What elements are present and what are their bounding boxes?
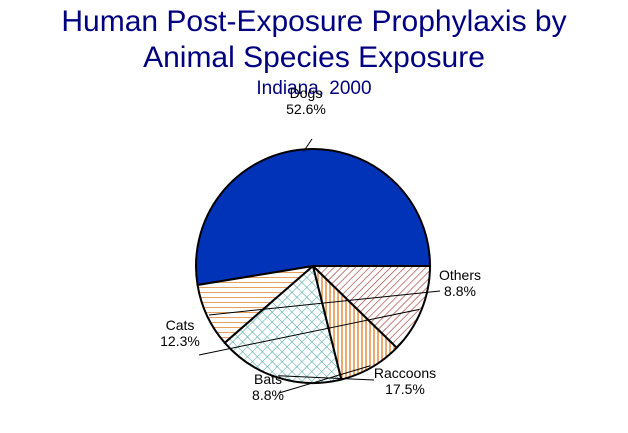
slice-percent-raccoons: 17.5% bbox=[385, 381, 425, 397]
chart-title-line-1: Human Post-Exposure Prophylaxis by bbox=[61, 5, 567, 38]
leader-line-bats bbox=[278, 365, 371, 394]
slice-percent-bats: 8.8% bbox=[252, 387, 284, 403]
slice-label-bats: Bats bbox=[254, 371, 282, 387]
leader-line-raccoons bbox=[278, 375, 375, 381]
chart-title-line-2: Animal Species Exposure bbox=[143, 41, 485, 74]
slice-label-dogs: Dogs bbox=[290, 85, 323, 101]
pie-slice-cats bbox=[312, 265, 431, 349]
leader-line-cats bbox=[198, 308, 420, 356]
slice-label-cats: Cats bbox=[166, 317, 195, 333]
slice-label-others: Others bbox=[439, 267, 481, 283]
pie-slice-dogs bbox=[195, 148, 431, 287]
slice-percent-others: 8.8% bbox=[444, 283, 476, 299]
slice-percent-cats: 12.3% bbox=[160, 333, 200, 349]
slice-label-raccoons: Raccoons bbox=[374, 365, 436, 381]
chart-subtitle: Indiana, 2000 bbox=[256, 78, 372, 99]
leader-line-others bbox=[208, 290, 441, 316]
pie-slice-raccoons bbox=[223, 265, 343, 384]
slice-percent-dogs: 52.6% bbox=[286, 101, 326, 117]
leader-line-dogs bbox=[303, 138, 313, 152]
